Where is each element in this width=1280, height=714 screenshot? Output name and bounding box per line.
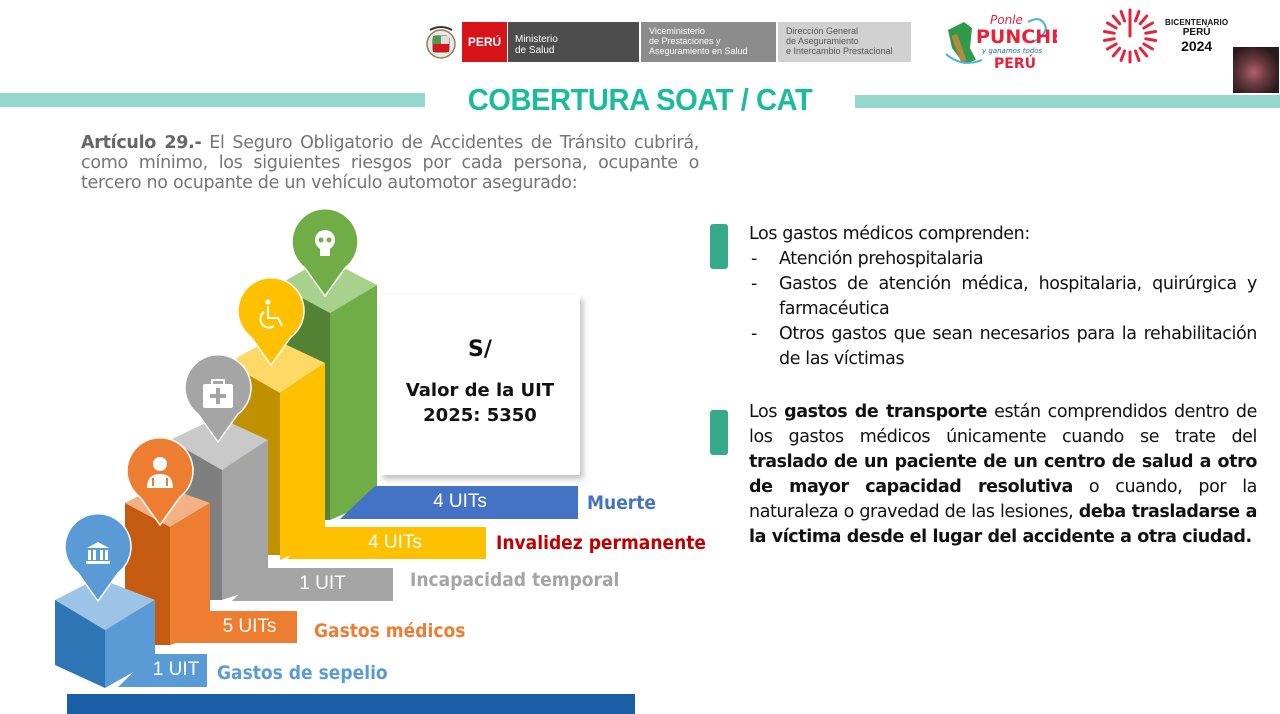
logo-text: 2024 [1181,38,1213,54]
text-segment-bold: deba trasladarse a la víctima desde el l… [749,502,1257,547]
amount-sepelio: 1 UIT [152,659,200,680]
skull-icon [291,208,359,298]
logo-text: BICENTENARIO [1165,18,1229,27]
uit-value: 2025: 5350 [423,405,537,426]
logo-text: Viceministerio [649,26,705,36]
doctor-icon [126,437,194,527]
medical-kit-icon [184,354,252,444]
medical-intro: Los gastos médicos comprenden: [749,224,1030,244]
label-muerte: Muerte [587,492,657,514]
bar-invalidez [287,527,486,559]
logo-text: de Prestaciones y [649,36,721,46]
logo-text: e Intercambio Prestacional [786,46,893,56]
title-band-left [0,93,425,107]
bicentenario-logo: BICENTENARIO PERÚ 2024 [1098,6,1228,66]
institution-icon [64,513,132,603]
list-item: Otros gastos que sean necesarios para la… [749,322,1257,372]
presenter-video-thumbnail [1233,47,1279,93]
bar-muerte [340,486,578,519]
amount-incapacidad: 1 UIT [299,573,346,594]
label-invalidez: Invalidez permanente [496,532,707,554]
amount-gastos-medicos: 5 UITs [222,616,277,637]
bar-gastos-medicos [175,611,297,643]
label-gastos-medicos: Gastos médicos [314,620,466,642]
text-segment: Los [749,402,785,422]
article-29-text: Artículo 29.- El Seguro Obligatorio de A… [81,133,699,193]
label-incapacidad: Incapacidad temporal [410,569,620,591]
text-segment-bold: gastos de transporte [784,402,988,422]
coverage-staircase-infographic [55,208,578,688]
wheelchair-icon [237,277,305,367]
list-item: Atención prehospitalaria [749,247,1257,272]
coat-of-arms-icon [424,22,458,62]
logo-text: de Salud [515,45,555,56]
logo-text: Dirección General [786,26,859,36]
medical-expenses-list: Atención prehospitalaria Gastos de atenc… [749,247,1257,372]
svg-text:Ponle: Ponle [990,13,1023,27]
title-band-right [855,95,1280,108]
article-body: El Seguro Obligatorio de Accidentes de T… [81,133,699,193]
ponle-punche-logo: Ponle PUNCHE y ganamos todos PERÚ [942,8,1064,72]
currency-symbol: S/ [468,337,492,362]
text-segment: o cuando, por la naturaleza o gravedad d… [749,477,1257,522]
logo-text: Ministerio [515,34,558,45]
article-lead: Artículo 29.- [81,133,202,153]
viceministerio-logo: Viceministerio de Prestaciones y Asegura… [641,22,776,62]
logo-text: Aseguramiento en Salud [649,46,748,56]
svg-text:y ganamos todos: y ganamos todos [981,47,1043,55]
page-title: COBERTURA SOAT / CAT [467,82,813,117]
logo-text: de Aseguramiento [786,36,859,46]
text-segment-bold: traslado de un paciente de un centro de … [749,452,1257,497]
section-marker [710,224,728,269]
medical-expenses-section: Los gastos médicos comprenden: Atención … [749,222,1257,372]
svg-text:PUNCHE: PUNCHE [976,26,1057,48]
bar-incapacidad [232,568,393,601]
text-segment: están comprendidos dentro de los gastos … [749,402,1257,447]
uit-value-box: S/ Valor de la UIT 2025: 5350 [380,295,580,475]
footer-blue-bar [67,694,635,714]
bicentenario-text: BICENTENARIO PERÚ 2024 [1165,18,1228,54]
amount-invalidez: 4 UITs [368,532,422,553]
svg-text:PERÚ: PERÚ [994,54,1036,72]
amount-muerte: 4 UITs [433,491,487,512]
transport-expenses-paragraph: Los gastos de transporte están comprendi… [749,400,1257,550]
peru-logo: PERÚ [462,22,507,62]
list-item: Gastos de atención médica, hospitalaria,… [749,272,1257,322]
label-sepelio: Gastos de sepelio [217,662,388,684]
uit-label: Valor de la UIT [405,380,555,401]
bar-sepelio [118,654,207,687]
direccion-general-logo: Dirección General de Aseguramiento e Int… [778,22,911,62]
logo-text: PERÚ [1182,27,1211,38]
ministerio-salud-logo: Ministerio de Salud [507,22,639,62]
section-marker [710,410,728,455]
government-logo-bar: PERÚ Ministerio de Salud Viceministerio … [424,22,911,62]
